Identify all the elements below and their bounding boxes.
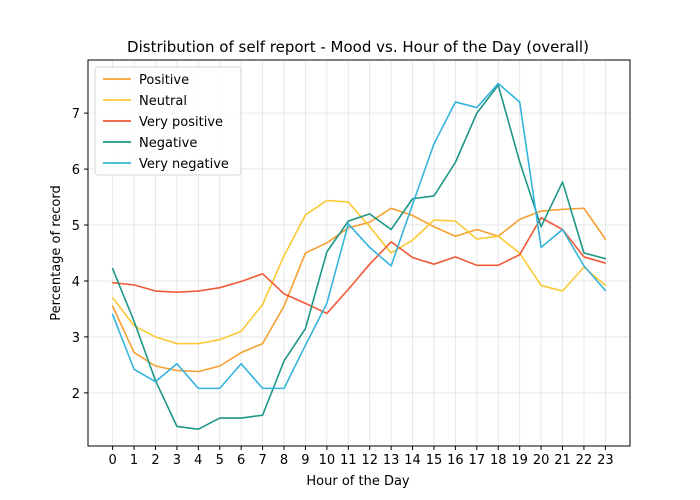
x-tick-label: 1 — [130, 453, 138, 468]
series-line-negative — [111, 84, 607, 431]
x-axis: 0 1 2 3 4 5 6 7 8 9 10 11 12 13 14 15 16 17 18 19 20 21 22 23 — [108, 446, 614, 468]
series-line-positive — [111, 207, 607, 373]
legend-label-positive: Positive — [139, 73, 189, 88]
x-tick-label: 9 — [301, 453, 309, 468]
y-axis-label: Percentage of record — [49, 185, 64, 320]
y-tick-label: 3 — [72, 331, 80, 346]
x-tick-label: 13 — [383, 453, 400, 468]
x-tick-label: 5 — [216, 453, 224, 468]
x-axis-label: Hour of the Day — [306, 474, 410, 489]
x-tick-label: 23 — [597, 453, 614, 468]
y-tick-label: 7 — [72, 107, 80, 122]
x-tick-label: 3 — [173, 453, 181, 468]
x-tick-label: 8 — [280, 453, 288, 468]
series-line-very-positive — [111, 216, 607, 315]
x-tick-label: 21 — [554, 453, 571, 468]
x-tick-label: 0 — [108, 453, 116, 468]
x-tick-label: 6 — [237, 453, 245, 468]
x-tick-label: 12 — [361, 453, 378, 468]
chart-title: Distribution of self report - Mood vs. H… — [127, 38, 589, 56]
legend-label-very-negative: Very negative — [139, 157, 229, 172]
x-tick-label: 2 — [151, 453, 159, 468]
legend-label-very-positive: Very positive — [139, 115, 223, 130]
legend-label-negative: Negative — [139, 136, 197, 151]
y-axis: 2 3 4 5 6 7 — [72, 107, 88, 402]
x-tick-label: 20 — [533, 453, 550, 468]
y-tick-label: 4 — [72, 275, 80, 290]
x-tick-label: 11 — [340, 453, 357, 468]
y-tick-label: 5 — [72, 219, 80, 234]
legend-frame — [94, 66, 242, 176]
x-tick-label: 4 — [194, 453, 202, 468]
x-tick-label: 22 — [576, 453, 593, 468]
legend: Positive Neutral Very positive Negative Very… — [94, 66, 242, 176]
x-tick-label: 18 — [490, 453, 507, 468]
legend-label-neutral: Neutral — [139, 94, 187, 109]
x-tick-label: 14 — [404, 453, 421, 468]
y-tick-label: 2 — [72, 387, 80, 402]
series-line-very-negative — [111, 82, 607, 390]
y-tick-label: 6 — [72, 163, 80, 178]
plot-frame — [87, 59, 631, 447]
x-tick-label: 19 — [511, 453, 528, 468]
x-tick-label: 7 — [258, 453, 266, 468]
series-line-neutral — [111, 199, 607, 345]
series-group — [111, 82, 607, 431]
x-tick-label: 17 — [469, 453, 486, 468]
x-tick-label: 15 — [426, 453, 443, 468]
x-tick-label: 16 — [447, 453, 464, 468]
x-tick-label: 10 — [319, 453, 336, 468]
